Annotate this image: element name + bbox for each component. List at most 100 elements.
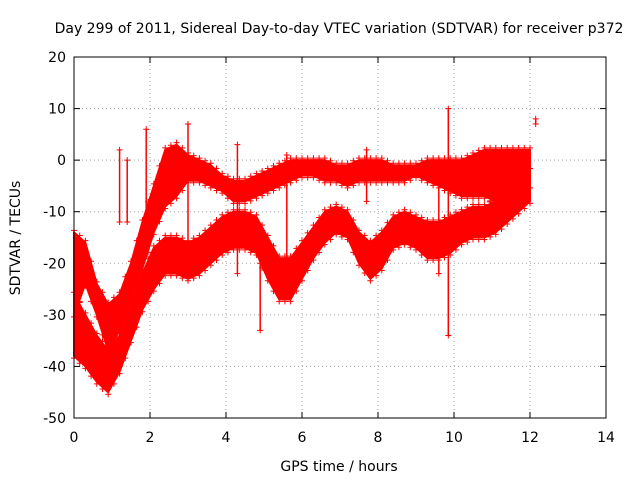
- data-point: [527, 200, 533, 207]
- data-point: [384, 157, 391, 164]
- y-tick-label: 20: [48, 50, 66, 66]
- data-point: [492, 231, 499, 238]
- data-point: [515, 210, 522, 217]
- x-tick-label: 6: [298, 430, 307, 446]
- data-point: [247, 197, 254, 204]
- data-point: [293, 288, 300, 295]
- data-point: [344, 184, 351, 191]
- y-tick-labels: -50 -40 -30 -20 -10 0 10 20: [43, 50, 66, 427]
- data-point: [441, 155, 448, 162]
- data-point: [133, 284, 140, 291]
- data-point: [316, 177, 323, 184]
- data-point: [299, 237, 305, 244]
- data-point: [190, 179, 197, 186]
- data-point: [384, 219, 391, 226]
- data-point: [481, 201, 488, 208]
- data-point: [338, 204, 345, 211]
- y-tick-label: -40: [43, 359, 66, 375]
- data-point: [202, 157, 209, 164]
- data-point: [470, 201, 476, 208]
- data-point: [481, 195, 488, 202]
- data-point: [230, 175, 237, 182]
- data-point: [116, 370, 123, 377]
- data-point: [441, 187, 448, 194]
- data-point: [185, 121, 191, 128]
- data-point: [321, 241, 328, 248]
- data-point: [338, 160, 345, 167]
- data-point: [173, 195, 180, 202]
- data-point: [88, 258, 95, 265]
- data-point: [373, 232, 380, 239]
- data-point: [150, 231, 157, 238]
- data-point: [487, 198, 494, 205]
- data-point: [259, 222, 266, 229]
- data-point: [76, 232, 83, 239]
- data-point: [470, 195, 476, 202]
- x-tick-label: 10: [445, 430, 463, 446]
- data-point: [196, 155, 203, 162]
- data-point: [247, 173, 254, 180]
- data-point: [105, 391, 112, 398]
- data-point: [401, 241, 408, 248]
- data-point: [338, 233, 345, 240]
- data-point: [116, 330, 123, 337]
- data-point: [458, 195, 465, 202]
- data-point: [413, 246, 419, 253]
- data-point: [373, 155, 380, 162]
- data-point: [139, 217, 146, 224]
- data-point: [122, 273, 129, 280]
- data-point: [93, 313, 100, 320]
- data-point: [93, 278, 100, 285]
- x-tick-label: 0: [70, 430, 79, 446]
- data-point: [156, 162, 163, 169]
- data-point: [242, 246, 248, 253]
- data-point: [162, 205, 169, 212]
- data-point: [464, 152, 471, 159]
- data-point: [179, 144, 186, 151]
- data-point: [110, 338, 117, 345]
- data-point: [378, 179, 385, 186]
- data-point: [293, 177, 300, 184]
- data-point: [264, 165, 271, 172]
- data-point: [270, 187, 277, 194]
- data-point: [413, 174, 419, 181]
- data-point: [521, 170, 528, 177]
- y-tick-label: 10: [48, 102, 66, 118]
- data-point: [321, 206, 328, 213]
- data-point: [143, 126, 150, 133]
- data-point: [363, 198, 370, 205]
- data-point: [310, 222, 317, 229]
- data-point: [156, 280, 163, 287]
- data-point: [333, 179, 340, 186]
- data-point: [367, 277, 374, 284]
- data-point: [498, 226, 505, 233]
- data-point: [373, 272, 380, 279]
- ticks: [73, 56, 607, 419]
- data-point: [276, 160, 283, 167]
- y-tick-label: -30: [43, 308, 66, 324]
- data-point: [139, 268, 146, 275]
- data-point: [76, 299, 83, 306]
- data-point: [430, 257, 437, 264]
- data-point: [395, 160, 402, 167]
- data-point: [527, 144, 533, 151]
- data-point: [276, 298, 283, 305]
- data-point: [88, 298, 95, 305]
- data-point: [435, 270, 442, 277]
- data-point: [475, 147, 482, 154]
- data-point: [384, 257, 391, 264]
- data-point: [156, 237, 163, 244]
- data-point: [82, 237, 89, 244]
- data-point: [487, 233, 494, 240]
- data-point: [487, 144, 494, 151]
- x-tick-labels: 0 2 4 6 8 10 12 14: [70, 430, 615, 446]
- data-point: [316, 155, 323, 162]
- data-point: [441, 214, 448, 221]
- data-point: [395, 209, 402, 216]
- data-point: [145, 249, 152, 256]
- data-point: [401, 206, 408, 213]
- data-point: [105, 299, 112, 306]
- data-point: [253, 251, 260, 258]
- data-point: [344, 236, 351, 243]
- data-point: [196, 179, 203, 186]
